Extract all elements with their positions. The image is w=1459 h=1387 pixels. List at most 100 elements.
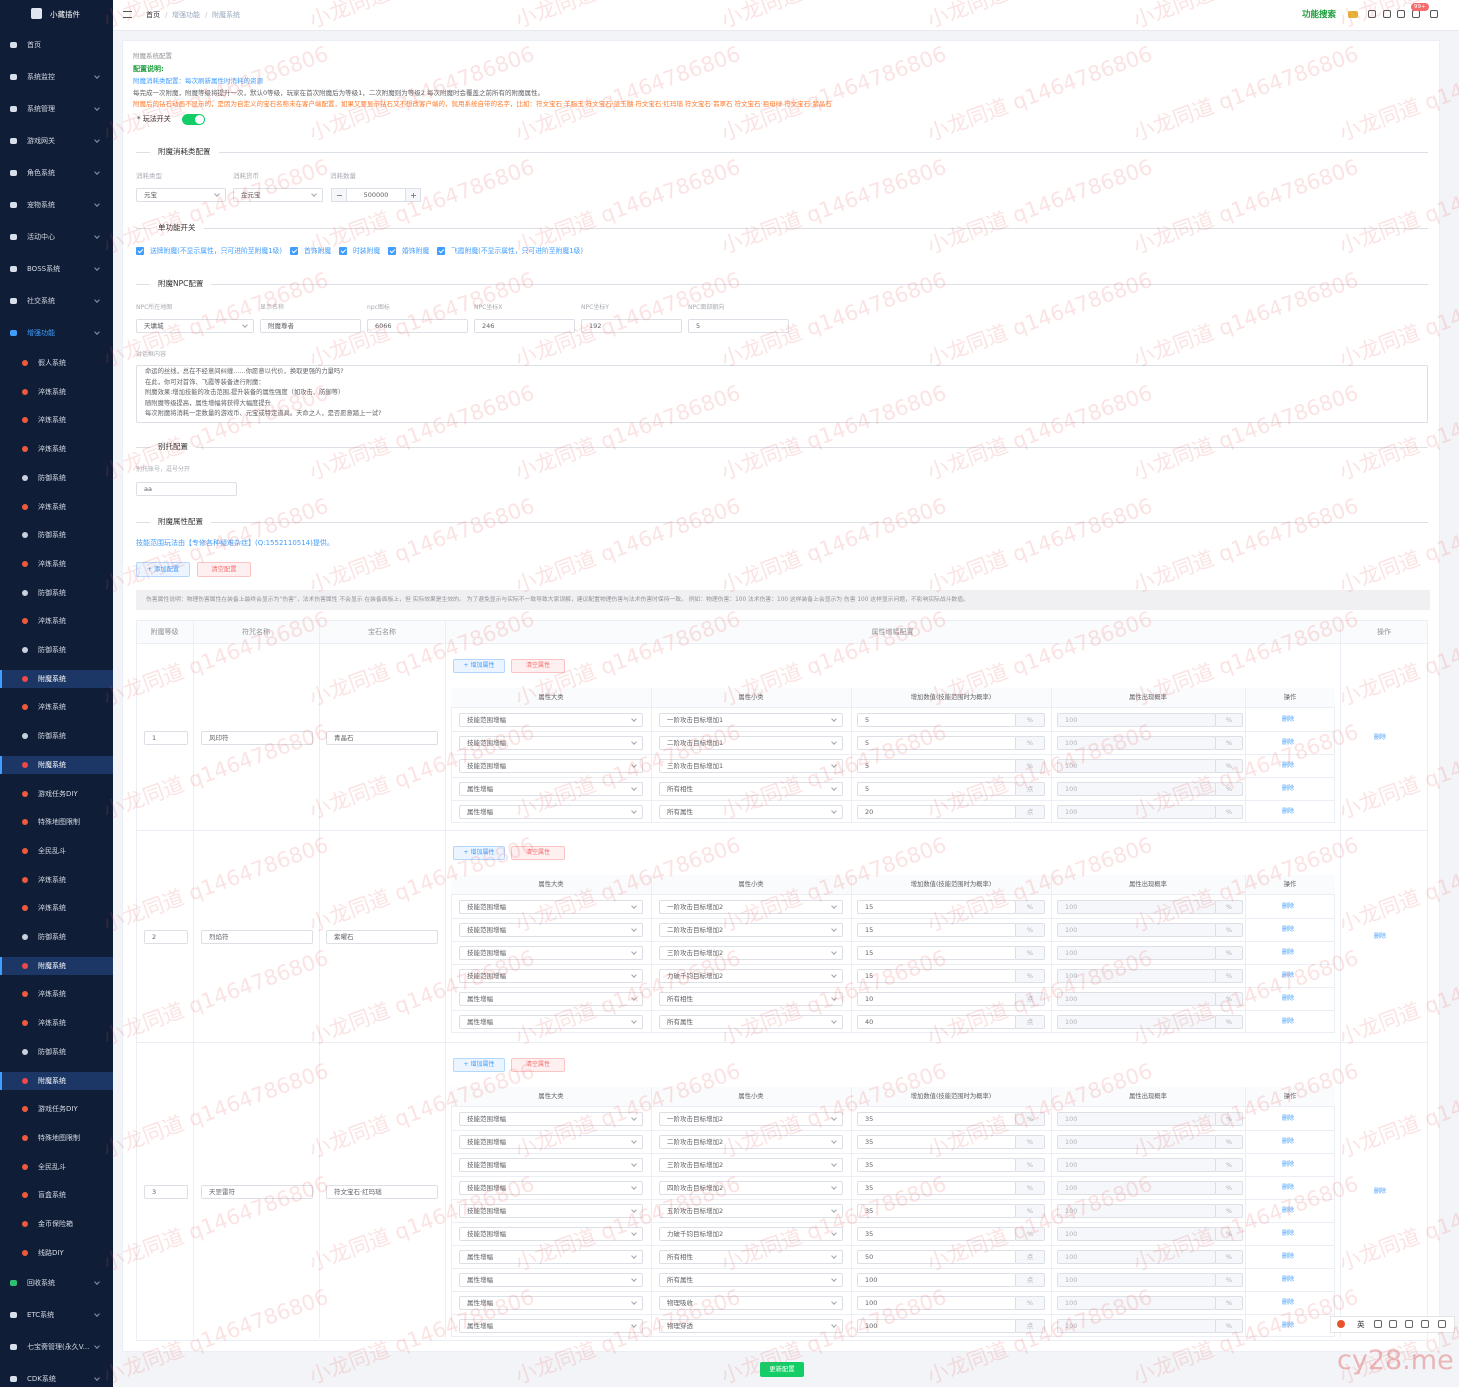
submenu-item[interactable]: 游戏任务DIY xyxy=(38,1105,78,1114)
select[interactable]: 技能范围增幅 xyxy=(459,1134,643,1149)
header-icon[interactable] xyxy=(1397,10,1405,18)
select[interactable]: 技能范围增幅 xyxy=(459,1157,643,1172)
tray-ime[interactable]: 英 xyxy=(1357,1320,1365,1329)
unit[interactable]: % xyxy=(1015,899,1045,914)
input[interactable]: 青晶石 xyxy=(326,730,438,745)
input[interactable]: 246 xyxy=(474,319,575,333)
input[interactable]: 50 xyxy=(857,1249,1016,1264)
header-icon[interactable] xyxy=(1368,10,1376,18)
select[interactable]: 力破千钧目标增加2 xyxy=(659,968,843,983)
select[interactable]: 所有相性 xyxy=(659,991,843,1006)
input[interactable]: 风印符 xyxy=(201,730,313,745)
select[interactable]: 技能范围增幅 xyxy=(459,1180,643,1195)
input[interactable]: 5 xyxy=(857,781,1016,796)
unit[interactable]: % xyxy=(1015,945,1045,960)
select[interactable]: 属性增幅 xyxy=(459,1014,643,1029)
select[interactable]: 属性增幅 xyxy=(459,1295,643,1310)
tray-icon[interactable] xyxy=(1389,1320,1397,1328)
unit[interactable]: % xyxy=(1215,1157,1243,1172)
select[interactable]: 三阶攻击目标增加1 xyxy=(659,758,843,773)
unit[interactable]: % xyxy=(1015,1134,1045,1149)
submenu-item[interactable]: 淬炼系统 xyxy=(38,617,66,626)
textarea[interactable] xyxy=(136,365,1428,423)
input[interactable]: 100 xyxy=(1057,1226,1216,1241)
submenu-item[interactable]: 淬炼系统 xyxy=(38,387,66,396)
unit[interactable]: % xyxy=(1215,1111,1243,1126)
unit[interactable]: 点 xyxy=(1015,1249,1045,1264)
delete-attr[interactable]: 删除 xyxy=(1282,925,1295,933)
checkbox[interactable] xyxy=(437,247,445,255)
input[interactable]: 100 xyxy=(1057,1272,1216,1287)
select[interactable]: 技能范围增幅 xyxy=(459,1203,643,1218)
unit[interactable]: % xyxy=(1015,1226,1045,1241)
submenu-item[interactable]: 淬炼系统 xyxy=(38,559,66,568)
unit[interactable]: % xyxy=(1215,945,1243,960)
delete-attr[interactable]: 删除 xyxy=(1282,1137,1295,1145)
input[interactable]: 5 xyxy=(857,735,1016,750)
submit[interactable]: 更新配置 xyxy=(760,1362,804,1377)
select[interactable]: 所有属性 xyxy=(659,804,843,819)
clear-attr[interactable]: 清空属性 xyxy=(511,659,565,673)
submenu-item[interactable]: 淬炼系统 xyxy=(38,502,66,511)
delete-attr[interactable]: 删除 xyxy=(1282,1298,1295,1306)
select[interactable]: 属性增幅 xyxy=(459,1249,643,1264)
input[interactable]: 100 xyxy=(1057,991,1216,1006)
clear-attr[interactable]: 清空属性 xyxy=(511,846,565,860)
input[interactable]: 100 xyxy=(1057,1249,1216,1264)
input[interactable]: 5 xyxy=(688,319,789,333)
input[interactable]: 35 xyxy=(857,1157,1016,1172)
tray-icon[interactable] xyxy=(1405,1320,1413,1328)
unit[interactable]: % xyxy=(1015,735,1045,750)
checkbox[interactable] xyxy=(290,247,298,255)
unit[interactable]: % xyxy=(1015,968,1045,983)
add-config[interactable]: + 添加配置 xyxy=(136,562,190,577)
add-attr[interactable]: + 增加属性 xyxy=(453,846,505,860)
input[interactable]: 2 xyxy=(144,930,188,944)
clear-attr[interactable]: 清空属性 xyxy=(511,1058,565,1072)
menu-item[interactable]: 游戏网关 xyxy=(27,137,55,145)
header-icon[interactable] xyxy=(1430,10,1438,18)
input[interactable]: 100 xyxy=(1057,1318,1216,1333)
credit-link[interactable]: 技能范围玩法由【专修各种疑难杂症】(Q:1552110514)提供。 xyxy=(136,539,334,547)
submenu-item[interactable]: 特殊地图限制 xyxy=(38,1133,80,1142)
unit[interactable]: 点 xyxy=(1015,991,1045,1006)
select[interactable]: 属性增幅 xyxy=(459,991,643,1006)
select[interactable]: 元宝 xyxy=(136,188,226,202)
unit[interactable]: % xyxy=(1015,758,1045,773)
unit[interactable]: % xyxy=(1215,1295,1243,1310)
menu-item[interactable]: 系统监控 xyxy=(27,73,55,81)
input[interactable]: 100 xyxy=(1057,1295,1216,1310)
menu-item[interactable]: 增强功能 xyxy=(27,329,55,337)
clear-config[interactable]: 清空配置 xyxy=(197,562,251,577)
unit[interactable]: % xyxy=(1215,922,1243,937)
delete-attr[interactable]: 删除 xyxy=(1282,1206,1295,1214)
unit[interactable]: 点 xyxy=(1015,1272,1045,1287)
submenu-item[interactable]: 淬炼系统 xyxy=(38,904,66,913)
select[interactable]: 技能范围增幅 xyxy=(459,758,643,773)
select[interactable]: 力破千钧目标增加2 xyxy=(659,1226,843,1241)
delete-row[interactable]: 删除 xyxy=(1374,1188,1387,1195)
tray-icon[interactable] xyxy=(1421,1320,1429,1328)
unit[interactable]: % xyxy=(1215,758,1243,773)
unit[interactable]: % xyxy=(1215,1014,1243,1029)
unit[interactable]: 点 xyxy=(1015,1318,1045,1333)
menu-item[interactable]: 首页 xyxy=(27,41,41,49)
add-attr[interactable]: + 增加属性 xyxy=(453,1058,505,1072)
select[interactable]: 技能范围增幅 xyxy=(459,922,643,937)
checkbox-label[interactable]: 飞霞附魔(不显示属性，只可进阶至附魔1级) xyxy=(451,247,583,255)
submenu-item[interactable]: 淬炼系统 xyxy=(38,1019,66,1028)
delete-attr[interactable]: 删除 xyxy=(1282,948,1295,956)
input[interactable]: 100 xyxy=(1057,758,1216,773)
submenu-item[interactable]: 游戏任务DIY xyxy=(38,789,78,798)
menu-item[interactable]: 系统管理 xyxy=(27,105,55,113)
select[interactable]: 金元宝 xyxy=(233,188,323,202)
delete-attr[interactable]: 删除 xyxy=(1282,1252,1295,1260)
input[interactable]: 35 xyxy=(857,1134,1016,1149)
delete-attr[interactable]: 删除 xyxy=(1282,738,1295,746)
input[interactable]: 15 xyxy=(857,945,1016,960)
input[interactable]: 192 xyxy=(581,319,682,333)
number-input[interactable]: 500000 xyxy=(346,188,406,202)
delete-attr[interactable]: 删除 xyxy=(1282,994,1295,1002)
select[interactable]: 所有属性 xyxy=(659,1272,843,1287)
submenu-item[interactable]: 附魔系统 xyxy=(38,961,66,970)
